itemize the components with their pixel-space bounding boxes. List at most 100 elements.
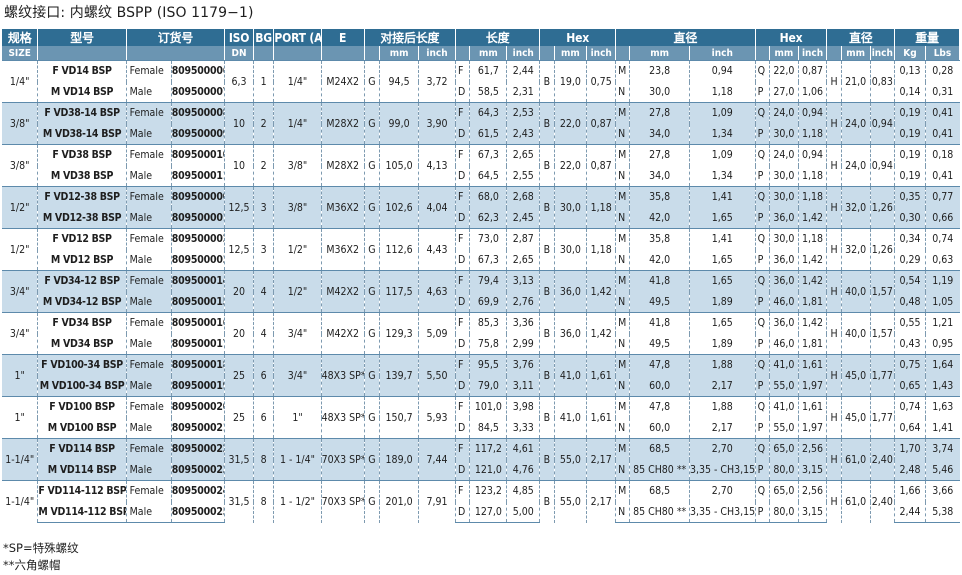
connected-length-mm-cell: 112,6 [379, 228, 420, 271]
header-connected-length: 对接后长度 [364, 29, 457, 46]
iso-dn-cell: 20 [224, 270, 254, 313]
order-number-cell: 809500015 [171, 291, 226, 313]
diameter-mm-cell: 60,0 [629, 417, 690, 439]
iso-dn-cell: 20 [224, 312, 254, 355]
g-label-cell: G [364, 312, 381, 355]
length-inch-cell: 2,65 [506, 144, 541, 166]
diameter-mm-cell: 30,0 [629, 81, 690, 103]
diameter-label-cell: M [615, 480, 631, 502]
table-row: M VD100 BSP Male 809500021 D 84,5 3,33 N 60,0 2,… [2, 417, 960, 439]
g-label-cell: G [364, 60, 381, 103]
diameter2-mm-cell: 45,0 [841, 396, 871, 439]
hex2-inch-cell: 1,18 [798, 228, 828, 250]
hex-label-cell: B [539, 144, 555, 187]
model-cell: F VD100 BSP [37, 396, 127, 418]
length-label-cell: F [455, 312, 471, 334]
diameter2-inch-cell: 1,77 [870, 354, 896, 397]
order-number-cell: 809500010 [171, 144, 226, 166]
iso-dn-cell: 25 [224, 354, 254, 397]
hex-inch-cell: 1,42 [586, 270, 617, 313]
hex2-mm-cell: 30,0 [769, 123, 799, 145]
g-label-cell: G [364, 228, 381, 271]
length-label-cell: D [455, 459, 471, 481]
length-mm-cell: 73,0 [469, 228, 508, 250]
length-inch-cell: 3,11 [506, 375, 541, 397]
diameter-label-cell: M [615, 354, 631, 376]
hex2-inch-cell: 2,56 [798, 480, 828, 502]
length-mm-cell: 62,3 [469, 207, 508, 229]
diameter2-inch-cell: 0,94 [870, 102, 896, 145]
length-label-cell: D [455, 207, 471, 229]
gender-cell: Male [126, 459, 172, 481]
hex2-mm-cell: 24,0 [769, 102, 799, 124]
gender-cell: Female [126, 354, 172, 376]
table-row: M VD38-14 BSP Male 809500009 D 61,5 2,43 N 34,0… [2, 123, 960, 145]
weight-lbs-cell: 1,21 [925, 312, 960, 334]
diameter-inch-cell: 1,88 [689, 354, 756, 376]
length-label-cell: F [455, 60, 471, 82]
g-label-cell: G [364, 480, 381, 523]
connected-length-mm-cell: 102,6 [379, 186, 420, 229]
length-label-cell: F [455, 270, 471, 292]
length-mm-cell: 79,4 [469, 270, 508, 292]
diameter-label-cell: N [615, 417, 631, 439]
hex-mm-cell: 19,0 [554, 60, 588, 103]
length-mm-cell: 95,5 [469, 354, 508, 376]
table-row: M VD114 BSP Male 809500023 D 121,0 4,76 N 85 CH… [2, 459, 960, 481]
weight-kg-cell: 0,55 [894, 312, 926, 334]
length-label-cell: D [455, 333, 471, 355]
diameter-label-cell: N [615, 123, 631, 145]
hex2-label-cell: Q [755, 270, 770, 292]
weight-lbs-cell: 3,66 [925, 480, 960, 502]
weight-lbs-cell: 5,38 [925, 501, 960, 523]
hex-mm-cell: 30,0 [554, 228, 588, 271]
hex2-label-cell: P [755, 291, 770, 313]
length-inch-cell: 2,31 [506, 81, 541, 103]
model-cell: F VD12-38 BSP [37, 186, 127, 208]
order-number-cell: 809500023 [171, 459, 226, 481]
diameter-inch-cell: 2,70 [689, 480, 756, 502]
length-mm-cell: 85,3 [469, 312, 508, 334]
length-label-cell: D [455, 375, 471, 397]
weight-kg-cell: 0,14 [894, 81, 926, 103]
weight-lbs-cell: 5,46 [925, 459, 960, 481]
header-port: PORT (A) [273, 29, 322, 46]
hex-label-cell: B [539, 228, 555, 271]
diameter-inch-cell: 1,18 [689, 81, 756, 103]
hex2-inch-cell: 3,15 [798, 501, 828, 523]
hex-mm-cell: 36,0 [554, 312, 588, 355]
diameter-label-cell: M [615, 102, 631, 124]
diameter2-label-cell: H [826, 396, 842, 439]
hex-label-cell: B [539, 396, 555, 439]
length-inch-cell: 2,65 [506, 249, 541, 271]
diameter2-mm-cell: 61,0 [841, 438, 871, 481]
diameter-label-cell: N [615, 81, 631, 103]
connected-length-inch-cell: 7,44 [418, 438, 457, 481]
order-number-cell: 809500021 [171, 417, 226, 439]
hex-label-cell: B [539, 102, 555, 145]
diameter-label-cell: N [615, 207, 631, 229]
header-unit-lbs: Lbs [925, 46, 961, 61]
length-label-cell: F [455, 102, 471, 124]
weight-lbs-cell: 1,43 [925, 375, 960, 397]
table-row: M VD12-38 BSP Male 809500001 D 62,3 2,45 N 42,0… [2, 207, 960, 229]
model-cell: F VD100-34 BSP [37, 354, 127, 376]
hex-mm-cell: 22,0 [554, 144, 588, 187]
model-cell: M VD14 BSP [37, 81, 127, 103]
bg-cell: 2 [253, 144, 275, 187]
hex2-label-cell: Q [755, 396, 770, 418]
port-cell: 1" [273, 396, 322, 439]
diameter-mm-cell: 42,0 [629, 249, 690, 271]
size-cell: 1/4" [2, 60, 39, 103]
table-row: M VD100-34 BSP Male 809500019 D 79,0 3,11 N 60,… [2, 375, 960, 397]
weight-lbs-cell: 0,66 [925, 207, 960, 229]
hex-label-cell: B [539, 60, 555, 103]
bg-cell: 4 [253, 270, 275, 313]
hex2-label-cell: Q [755, 438, 770, 460]
size-cell: 1-1/4" [2, 438, 39, 481]
diameter-inch-cell: 2,17 [689, 375, 756, 397]
g-label-cell: G [364, 396, 381, 439]
table-row: 1/2" F VD12 BSP Female 809500002 12,5 3 1/2" M3… [2, 228, 960, 271]
gender-cell: Male [126, 165, 172, 187]
order-number-cell: 809500016 [171, 312, 226, 334]
